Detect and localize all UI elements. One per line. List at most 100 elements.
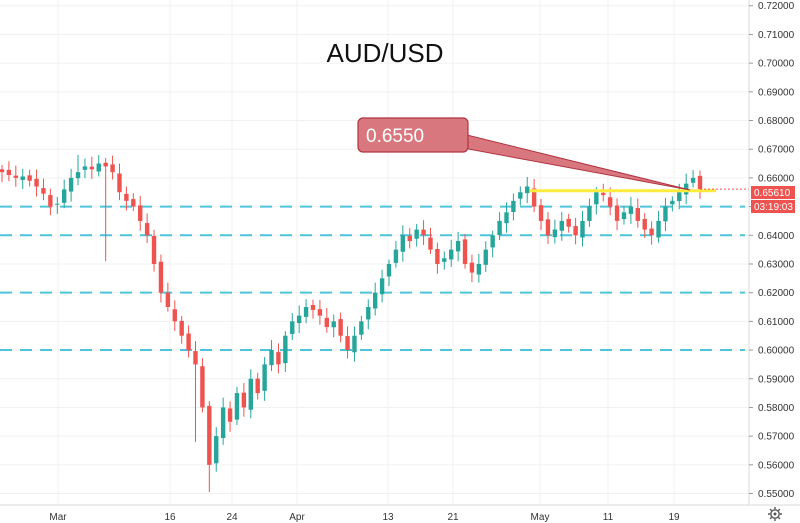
candle-body — [483, 249, 488, 265]
candle-body — [601, 192, 606, 196]
candle-body — [96, 163, 101, 172]
candle-body — [13, 175, 19, 178]
y-tick-label: 0.68000 — [758, 116, 795, 127]
countdown-tag: 03:19:03 — [751, 200, 795, 213]
candle-body — [303, 307, 309, 317]
candle-body — [248, 378, 253, 410]
countdown-tag-bg — [751, 200, 795, 213]
candle-body — [110, 164, 115, 173]
candle-body — [158, 261, 164, 293]
candle-body — [476, 263, 482, 275]
candle-body — [442, 258, 447, 262]
candle-body — [642, 218, 647, 230]
candle-body — [179, 320, 184, 336]
candle-body — [607, 197, 613, 207]
candle-body — [435, 248, 440, 264]
candle-body — [82, 166, 88, 170]
candle-body — [469, 262, 475, 273]
candle-body — [255, 378, 260, 394]
overlay-layer — [530, 188, 749, 193]
candle-body — [428, 237, 433, 250]
candle-body — [635, 208, 641, 221]
candle-body — [89, 166, 95, 170]
candle-body — [690, 177, 696, 183]
candle-body — [400, 235, 406, 252]
candle-body — [283, 335, 288, 364]
y-tick-label: 0.55000 — [758, 489, 795, 500]
candle-body — [186, 333, 191, 351]
candle-body — [41, 188, 46, 194]
candle-body — [20, 176, 25, 181]
candle-body — [193, 351, 198, 365]
candle-body — [449, 249, 454, 260]
candle-body — [144, 223, 150, 236]
candle-body — [559, 220, 564, 231]
candle-body — [117, 173, 122, 193]
candle-body — [407, 235, 412, 242]
y-tick-label: 0.57000 — [758, 432, 795, 443]
candle-body — [504, 212, 509, 224]
candle-body — [518, 192, 523, 199]
y-tick-label: 0.56000 — [758, 460, 795, 471]
candle-body — [61, 189, 67, 203]
y-tick-label: 0.60000 — [758, 346, 795, 357]
y-tick-label: 0.71000 — [758, 30, 795, 41]
candle-body — [656, 220, 661, 238]
candle-body — [48, 195, 53, 207]
candle-body — [200, 366, 205, 408]
current-price-tag-bg — [751, 186, 795, 199]
candle-body — [276, 352, 281, 365]
y-tick-label: 0.69000 — [758, 87, 795, 98]
candle-body — [594, 192, 599, 205]
y-tick-label: 0.59000 — [758, 374, 795, 385]
candle-body — [462, 239, 468, 264]
y-tick-label: 0.62000 — [758, 288, 795, 299]
candle-body — [138, 205, 143, 221]
x-tick-label: 16 — [164, 512, 176, 523]
candle-body — [310, 304, 316, 310]
candle-body — [393, 249, 399, 263]
y-tick-label: 0.64000 — [758, 231, 795, 242]
candle-body — [220, 407, 226, 439]
candle-body — [525, 186, 530, 194]
y-tick-label: 0.70000 — [758, 59, 795, 70]
y-tick-label: 0.61000 — [758, 317, 795, 328]
current-price-tag: 0.65610 — [751, 186, 795, 199]
candle-body — [75, 172, 81, 179]
candle-body — [566, 218, 571, 227]
price-callout[interactable]: 0.6550 — [357, 117, 691, 191]
candle-body — [0, 169, 5, 173]
candle-body — [663, 206, 668, 222]
x-tick-label: 11 — [603, 512, 614, 523]
candle-body — [670, 200, 675, 205]
y-tick-label: 0.72000 — [758, 1, 795, 12]
candle-body — [338, 319, 343, 336]
candle-body — [269, 350, 274, 366]
settings-gear-icon[interactable] — [768, 507, 782, 521]
candle-body — [372, 292, 378, 309]
candle-body — [296, 315, 302, 324]
candle-body — [552, 229, 558, 238]
candle-body — [262, 364, 267, 391]
candle-body — [614, 205, 620, 221]
candles-layer — [0, 154, 703, 493]
x-tick-label: 19 — [668, 512, 680, 523]
candle-body — [386, 263, 392, 277]
candle-body — [27, 175, 32, 181]
x-tick-label: 24 — [226, 512, 238, 523]
candle-body — [34, 178, 39, 187]
candle-body — [697, 175, 703, 190]
y-tick-label: 0.63000 — [758, 259, 795, 270]
callout-text: 0.6550 — [366, 126, 424, 147]
candle-body — [366, 307, 371, 320]
countdown-label: 03:19:03 — [754, 202, 793, 213]
candle-body — [6, 169, 12, 176]
candle-body — [324, 317, 330, 328]
chart-title: AUD/USD — [326, 38, 443, 68]
candle-body — [621, 212, 627, 220]
candle-body — [531, 188, 537, 207]
candle-body — [511, 200, 516, 213]
